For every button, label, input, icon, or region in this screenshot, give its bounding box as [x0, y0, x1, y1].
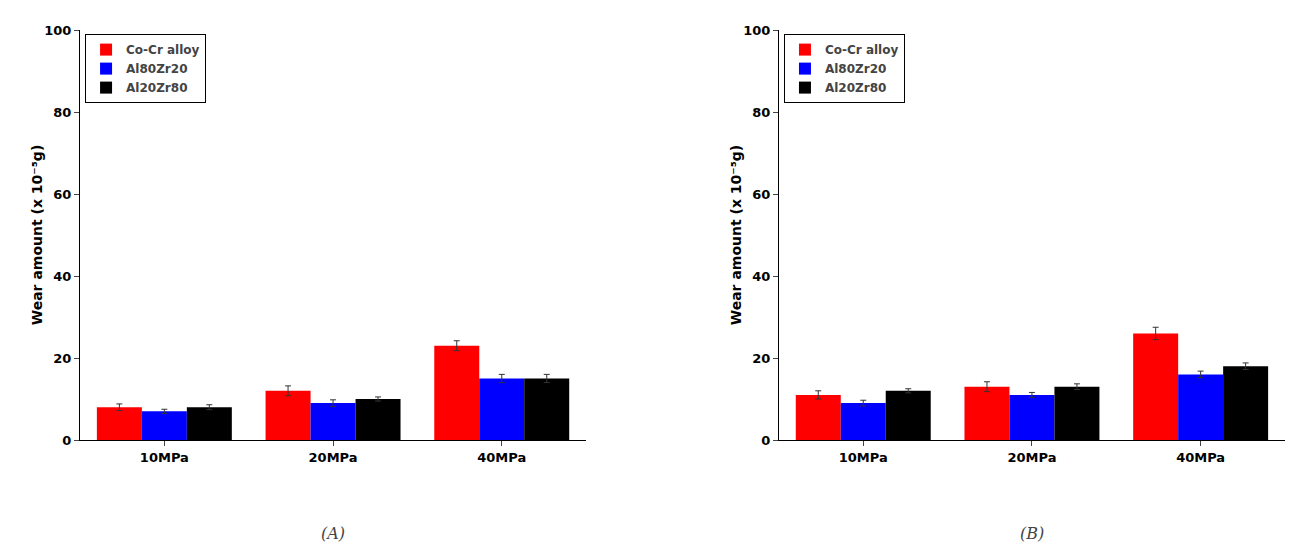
svg-text:Al80Zr20: Al80Zr20	[126, 62, 187, 76]
svg-text:(A): (A)	[321, 524, 345, 543]
svg-text:(B): (B)	[1020, 524, 1044, 543]
svg-text:100: 100	[743, 23, 770, 38]
svg-text:Wear amount (x 10⁻⁵g): Wear amount (x 10⁻⁵g)	[728, 145, 744, 326]
svg-text:0: 0	[761, 433, 770, 448]
svg-text:Al80Zr20: Al80Zr20	[825, 62, 886, 76]
svg-text:60: 60	[53, 187, 71, 202]
svg-text:10MPa: 10MPa	[839, 450, 888, 465]
svg-text:Wear amount (x 10⁻⁵g): Wear amount (x 10⁻⁵g)	[29, 145, 45, 326]
svg-text:100: 100	[44, 23, 71, 38]
svg-text:40: 40	[53, 269, 71, 284]
svg-text:40: 40	[752, 269, 770, 284]
svg-text:80: 80	[752, 105, 770, 120]
svg-text:20MPa: 20MPa	[1007, 450, 1056, 465]
svg-text:0: 0	[62, 433, 71, 448]
svg-text:40MPa: 40MPa	[1176, 450, 1225, 465]
svg-text:Al20Zr80: Al20Zr80	[126, 81, 187, 95]
svg-text:20MPa: 20MPa	[309, 450, 358, 465]
svg-text:60: 60	[752, 187, 770, 202]
svg-text:20: 20	[752, 351, 770, 366]
svg-text:Al20Zr80: Al20Zr80	[825, 81, 886, 95]
svg-text:10MPa: 10MPa	[140, 450, 189, 465]
svg-text:40MPa: 40MPa	[477, 450, 526, 465]
svg-text:80: 80	[53, 105, 71, 120]
svg-text:Co-Cr alloy: Co-Cr alloy	[126, 43, 200, 57]
svg-text:Co-Cr alloy: Co-Cr alloy	[825, 43, 899, 57]
svg-text:20: 20	[53, 351, 71, 366]
